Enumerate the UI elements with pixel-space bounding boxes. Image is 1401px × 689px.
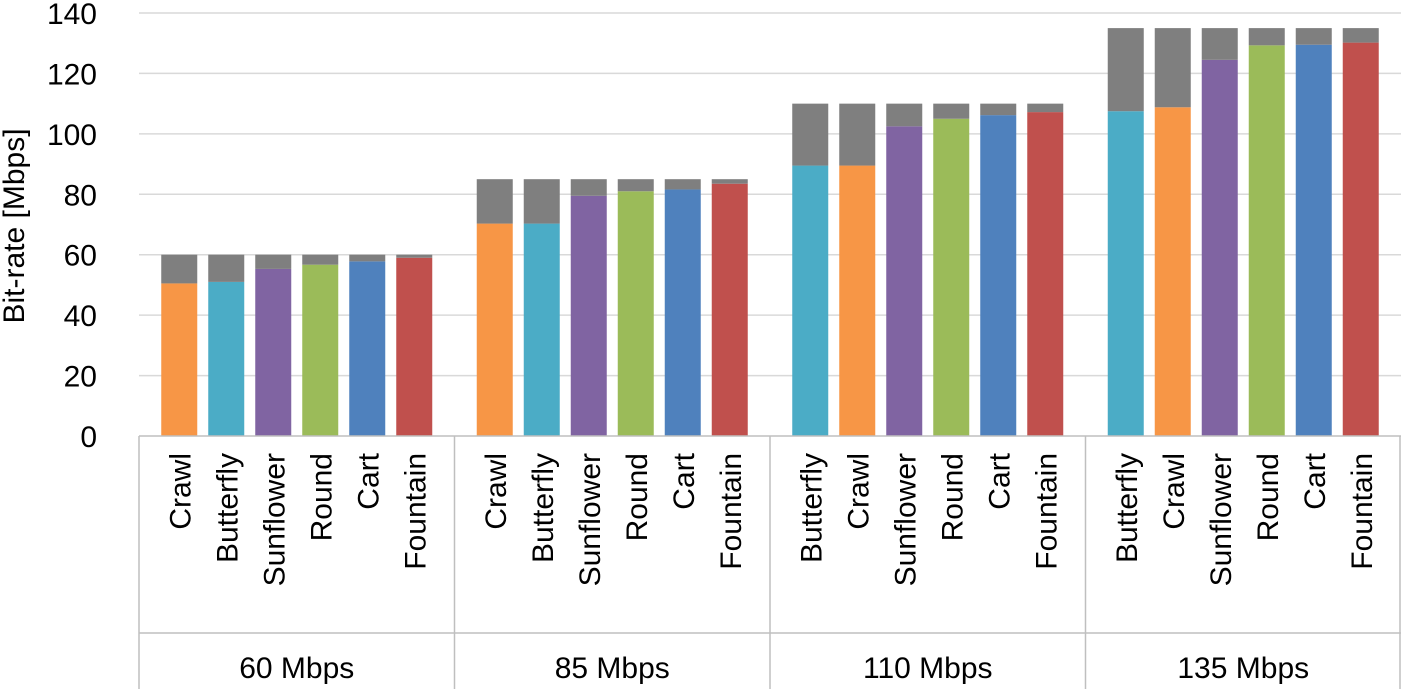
bar-remainder — [302, 254, 339, 265]
x-group-label: 110 Mbps — [863, 652, 993, 685]
x-category-label: Crawl — [164, 453, 197, 530]
bar-fountain — [1342, 42, 1379, 437]
x-category-label: Sunflower — [889, 453, 922, 586]
bar-fountain — [1027, 112, 1064, 437]
bar-fountain — [396, 257, 433, 436]
x-category-label: Crawl — [480, 453, 513, 530]
x-group-label: 60 Mbps — [239, 652, 354, 685]
y-tick-label: 80 — [64, 179, 97, 212]
x-category-label: Cart — [668, 452, 701, 509]
bar-remainder — [1027, 103, 1064, 113]
bar-remainder — [1201, 28, 1238, 60]
bar-remainder — [208, 254, 245, 282]
bar-remainder — [1154, 28, 1191, 108]
bar-remainder — [255, 254, 292, 269]
bar-remainder — [1248, 28, 1285, 46]
bar-remainder — [161, 254, 198, 284]
x-category-label: Sunflower — [1205, 453, 1238, 586]
y-tick-label: 40 — [64, 300, 97, 333]
x-axis: Crawl Butterfly Sunflower Round Cart Fountain… — [138, 435, 1401, 689]
x-category-label: Round — [621, 453, 654, 541]
bar-sunflower — [570, 195, 607, 436]
bar-crawl — [476, 223, 513, 436]
x-category-label: Fountain — [715, 453, 748, 570]
x-category-label: Cart — [1299, 452, 1332, 509]
bar-remainder — [349, 254, 386, 262]
x-category-label: Sunflower — [258, 453, 291, 586]
bar-cart — [664, 189, 701, 436]
x-category-label: Round — [305, 453, 338, 541]
bar-sunflower — [1201, 59, 1238, 436]
x-category-label: Sunflower — [574, 453, 607, 586]
bar-round — [933, 118, 970, 436]
x-category-label: Butterfly — [1111, 453, 1144, 563]
x-category-label: Cart — [983, 452, 1016, 509]
bar-fountain — [711, 183, 748, 436]
bar-remainder — [839, 103, 876, 166]
x-category-label: Butterfly — [527, 453, 560, 563]
bar-remainder — [523, 179, 560, 224]
bar-remainder — [570, 179, 607, 196]
bar-remainder — [617, 179, 654, 192]
x-category-label: Butterfly — [211, 453, 244, 563]
y-tick-label: 0 — [80, 421, 97, 454]
bar-cart — [980, 115, 1017, 437]
y-tick-label: 120 — [47, 58, 97, 91]
bar-remainder — [1342, 28, 1379, 43]
x-category-label: Round — [1252, 453, 1285, 541]
bar-round — [617, 191, 654, 436]
bar-remainder — [1295, 28, 1332, 45]
x-category-label: Butterfly — [795, 453, 828, 563]
bar-remainder — [476, 179, 513, 224]
y-axis-label: Bit-rate [Mbps] — [0, 128, 31, 323]
x-category-label: Crawl — [1158, 453, 1191, 530]
bars — [161, 28, 1379, 437]
y-tick-label: 100 — [47, 119, 97, 152]
bar-butterfly — [208, 281, 245, 436]
bar-remainder — [792, 103, 829, 166]
y-axis-ticks: 0 20 40 60 80 100 120 140 — [47, 0, 97, 454]
bar-crawl — [839, 165, 876, 436]
x-category-label: Fountain — [1346, 453, 1379, 570]
bar-remainder — [711, 179, 748, 184]
x-group-label: 135 Mbps — [1177, 652, 1309, 685]
y-tick-label: 60 — [64, 240, 97, 273]
x-category-label: Round — [936, 453, 969, 541]
x-category-label: Crawl — [842, 453, 875, 530]
bar-sunflower — [255, 268, 292, 436]
x-group-label: 85 Mbps — [555, 652, 670, 685]
bar-round — [1248, 45, 1285, 436]
bar-remainder — [933, 103, 970, 119]
bar-crawl — [161, 283, 198, 436]
bar-butterfly — [523, 223, 560, 436]
bar-round — [302, 264, 339, 436]
bar-remainder — [664, 179, 701, 190]
bar-remainder — [980, 103, 1017, 116]
bar-remainder — [886, 103, 923, 127]
x-category-label: Cart — [352, 452, 385, 509]
x-category-label: Fountain — [399, 453, 432, 570]
bar-cart — [349, 261, 386, 436]
bar-sunflower — [886, 126, 923, 436]
bar-remainder — [1107, 28, 1144, 112]
x-category-label: Fountain — [1030, 453, 1063, 570]
bar-butterfly — [1107, 111, 1144, 437]
bar-remainder — [396, 254, 433, 258]
y-tick-label: 20 — [64, 361, 97, 394]
bar-crawl — [1154, 107, 1191, 437]
bar-cart — [1295, 44, 1332, 436]
y-tick-label: 140 — [47, 0, 97, 31]
bar-butterfly — [792, 165, 829, 436]
